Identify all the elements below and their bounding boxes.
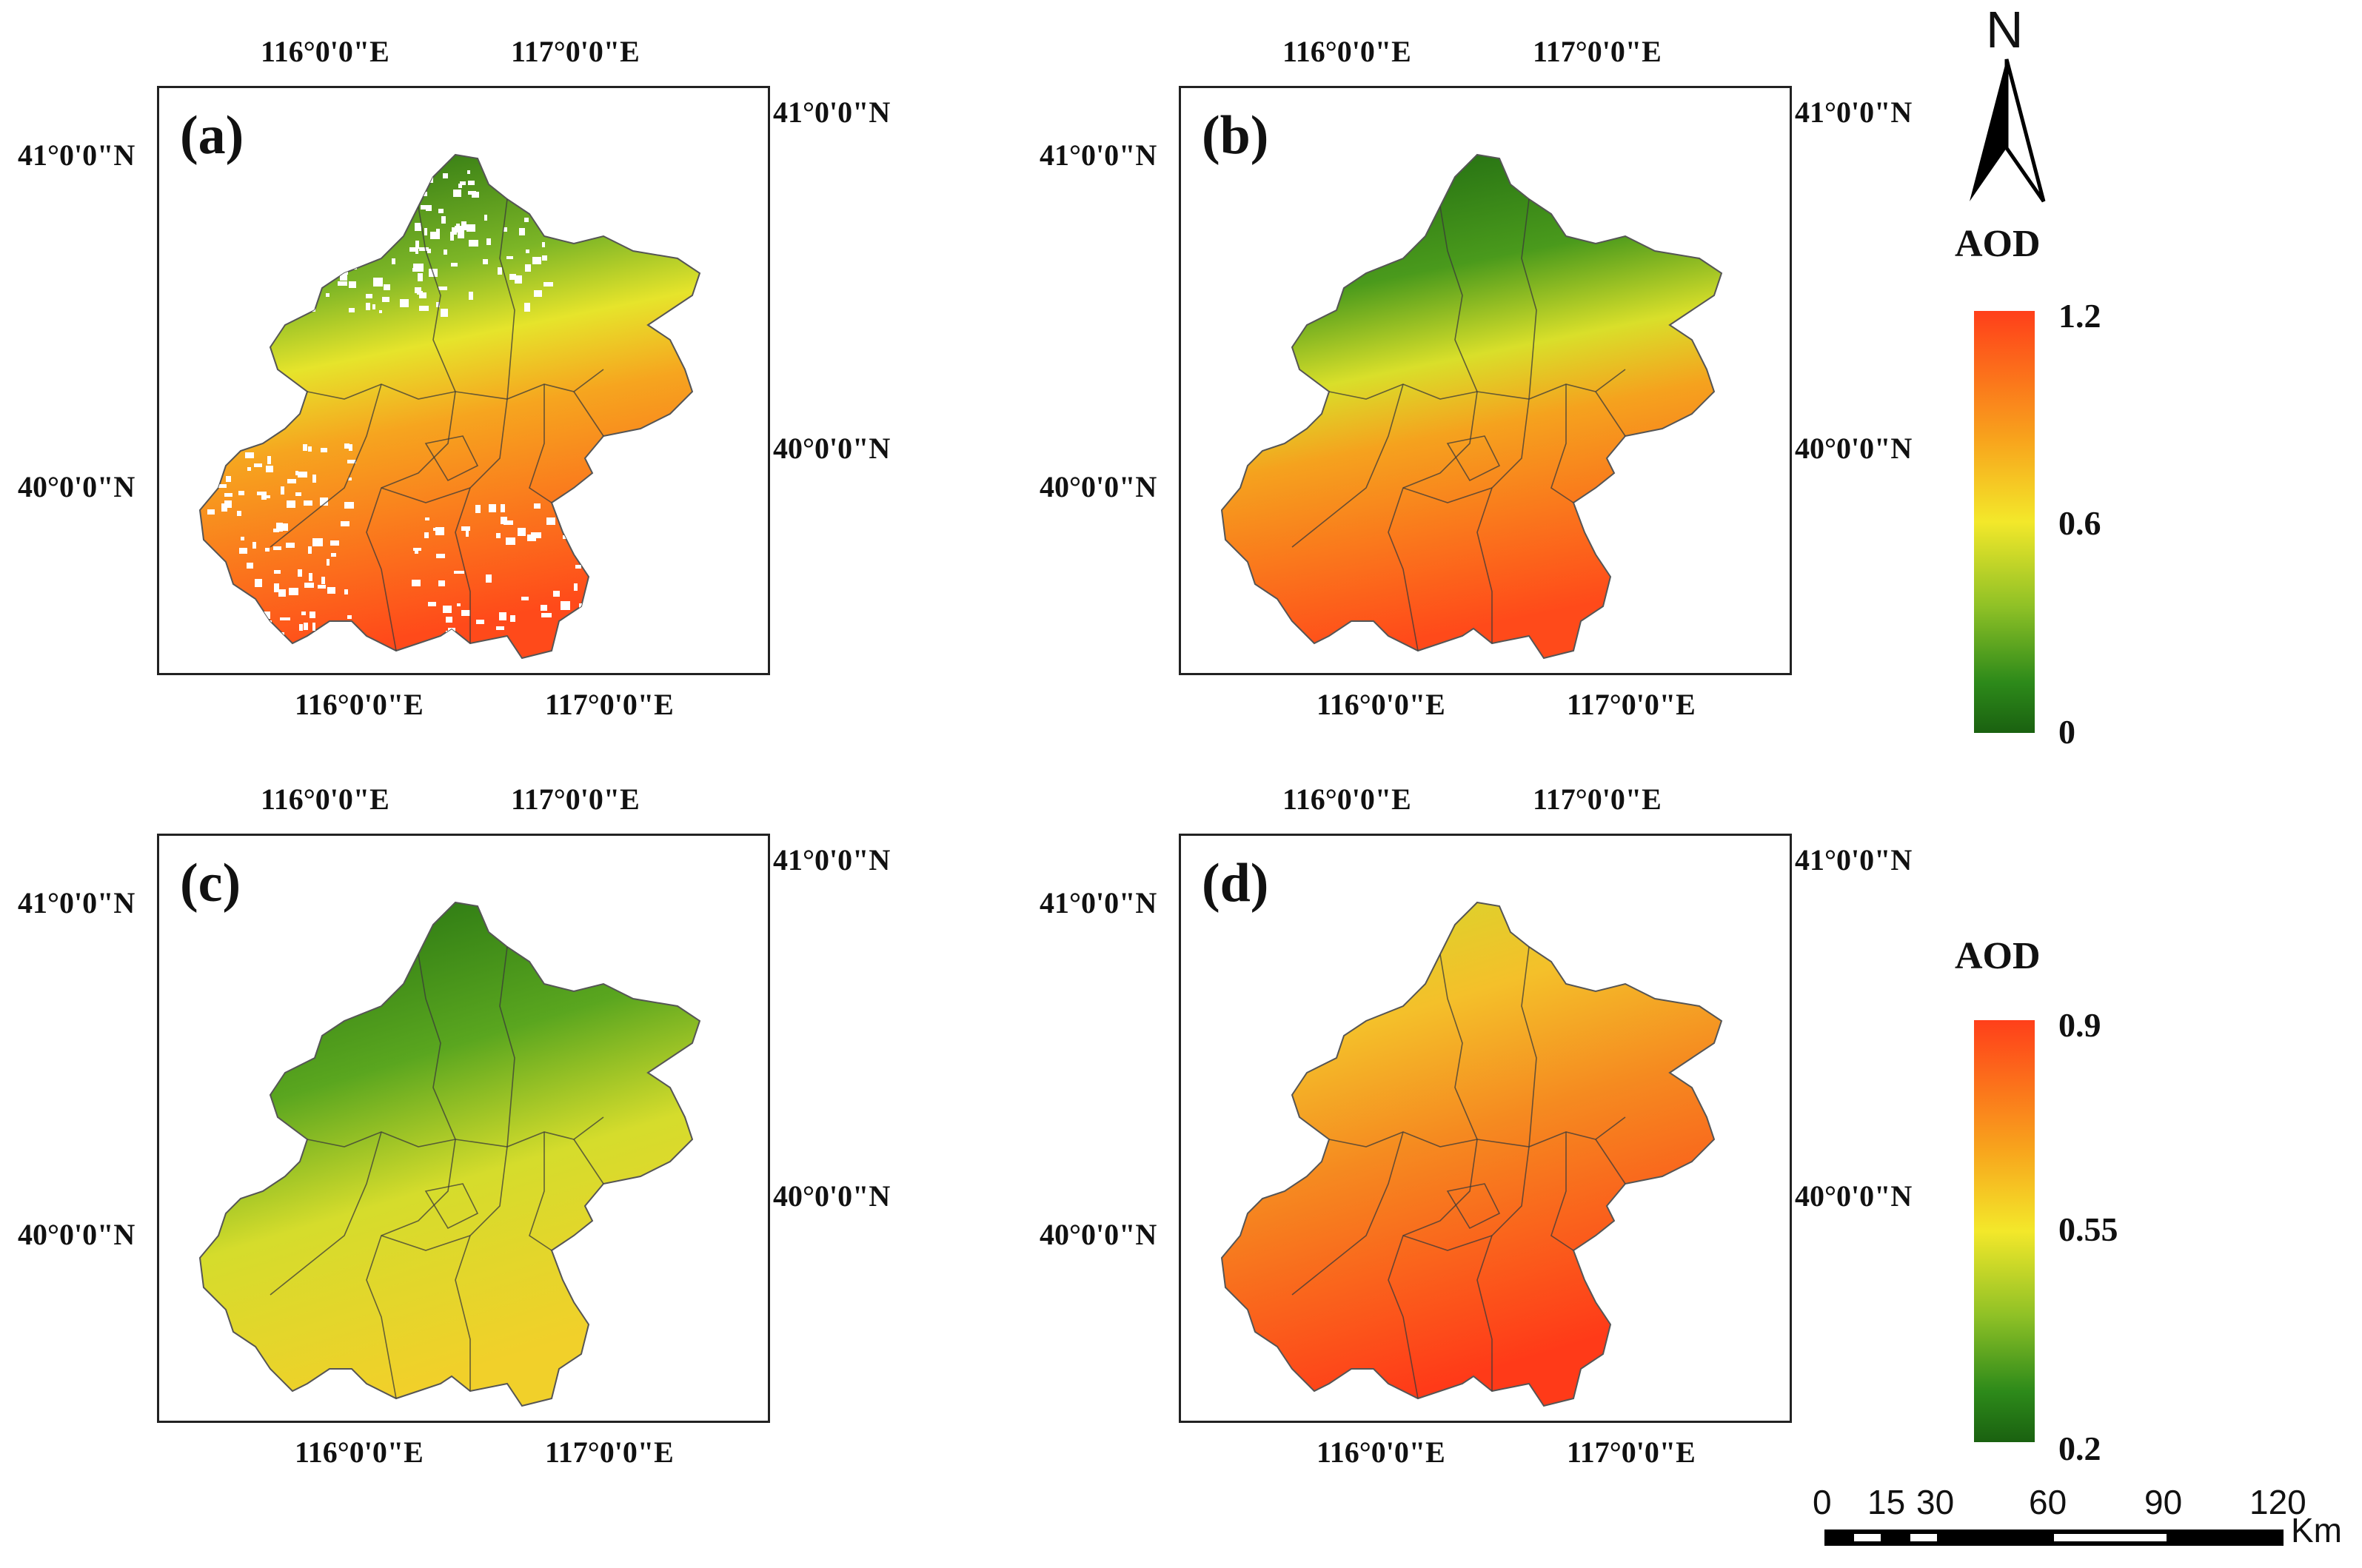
bottom-lon-tick: 116°0'0"E	[295, 688, 424, 721]
panel-label: (c)	[180, 853, 241, 914]
beijing-region	[198, 901, 701, 1407]
aod-raster	[198, 901, 701, 1407]
top-lon-tick: 116°0'0"E	[261, 783, 389, 816]
legend-bottom-max: 0.9	[2058, 1006, 2101, 1044]
bottom-lon-tick: 117°0'0"E	[1567, 1435, 1696, 1469]
top-lon-tick: 116°0'0"E	[1282, 783, 1411, 816]
bottom-lon-tick: 116°0'0"E	[295, 1435, 424, 1469]
panel-label: (b)	[1202, 105, 1269, 166]
right-lat-tick: 41°0'0"N	[773, 843, 891, 877]
right-lat-tick: 41°0'0"N	[1795, 96, 1913, 129]
top-lon-tick: 116°0'0"E	[261, 35, 389, 68]
scale-tick-0: 0	[1813, 1483, 1832, 1521]
right-lat-tick: 41°0'0"N	[773, 96, 891, 129]
panel-label: (a)	[180, 105, 244, 166]
top-lon-tick: 117°0'0"E	[511, 35, 640, 68]
left-lat-tick: 40°0'0"N	[18, 1218, 136, 1251]
legend-top-colorbar	[1974, 311, 2035, 733]
north-label: N	[1986, 1, 2024, 58]
legend-top-mid: 0.6	[2058, 504, 2101, 542]
top-lon-tick: 116°0'0"E	[1282, 35, 1411, 68]
top-lon-tick: 117°0'0"E	[1533, 783, 1662, 816]
bottom-lon-tick: 116°0'0"E	[1317, 1435, 1445, 1469]
north-arrow: N	[1955, 0, 2058, 207]
aod-raster	[1220, 153, 1723, 660]
scale-bar: 0 15 30 60 90 120 Km	[1807, 1473, 2355, 1562]
scale-tick-120: 120	[2249, 1483, 2306, 1521]
bottom-lon-tick: 117°0'0"E	[1567, 688, 1696, 721]
left-lat-tick: 41°0'0"N	[18, 138, 136, 172]
legend-bottom-mid: 0.55	[2058, 1210, 2118, 1248]
legend-top-min: 0	[2058, 713, 2075, 751]
left-lat-tick: 40°0'0"N	[1040, 470, 1157, 503]
map-panel-c: (c) 116°0'0"E 117°0'0"E 116°0'0"E 117°0'0"E 4…	[0, 748, 963, 1488]
beijing-region	[1220, 901, 1723, 1407]
right-lat-tick: 40°0'0"N	[773, 1179, 891, 1213]
map-frame: (a)	[157, 86, 770, 675]
map-panel-a: (a) 116°0'0"E 117°0'0"E 116°0'0"E 117°0'0"E 4…	[0, 0, 963, 740]
top-lon-tick: 117°0'0"E	[511, 783, 640, 816]
scale-bar-graphic	[1824, 1530, 2284, 1546]
scale-tick-60: 60	[2029, 1483, 2067, 1521]
map-panel-b: (b) 116°0'0"E 117°0'0"E 116°0'0"E 117°0'0"E 4…	[1022, 0, 1984, 740]
legend-bottom-title: AOD	[1955, 935, 2041, 977]
left-lat-tick: 41°0'0"N	[18, 886, 136, 919]
legend-bottom-colorbar	[1974, 1020, 2035, 1442]
north-arrow-icon	[1970, 58, 2046, 203]
legend-bottom-min: 0.2	[2058, 1430, 2101, 1467]
right-lat-tick: 41°0'0"N	[1795, 843, 1913, 877]
top-lon-tick: 117°0'0"E	[1533, 35, 1662, 68]
beijing-region	[198, 153, 701, 660]
left-lat-tick: 41°0'0"N	[1040, 886, 1157, 919]
legend-top-title: AOD	[1955, 223, 2041, 265]
left-lat-tick: 40°0'0"N	[18, 470, 136, 503]
left-lat-tick: 40°0'0"N	[1040, 1218, 1157, 1251]
map-frame: (b)	[1179, 86, 1792, 675]
scale-tick-90: 90	[2144, 1483, 2183, 1521]
right-lat-tick: 40°0'0"N	[1795, 432, 1913, 465]
scale-tick-30: 30	[1916, 1483, 1955, 1521]
scale-unit: Km	[2291, 1511, 2342, 1549]
beijing-region	[1220, 153, 1723, 660]
left-lat-tick: 41°0'0"N	[1040, 138, 1157, 172]
legend-top-max: 1.2	[2058, 297, 2101, 335]
map-frame: (c)	[157, 834, 770, 1423]
aod-raster	[1220, 901, 1723, 1407]
scale-tick-15: 15	[1867, 1483, 1906, 1521]
panel-label: (d)	[1202, 853, 1269, 914]
right-lat-tick: 40°0'0"N	[773, 432, 891, 465]
map-panel-d: (d) 116°0'0"E 117°0'0"E 116°0'0"E 117°0'0"E 4…	[1022, 748, 1984, 1488]
bottom-lon-tick: 117°0'0"E	[545, 1435, 674, 1469]
right-lat-tick: 40°0'0"N	[1795, 1179, 1913, 1213]
aod-raster	[198, 153, 701, 660]
map-frame: (d)	[1179, 834, 1792, 1423]
bottom-lon-tick: 117°0'0"E	[545, 688, 674, 721]
bottom-lon-tick: 116°0'0"E	[1317, 688, 1445, 721]
